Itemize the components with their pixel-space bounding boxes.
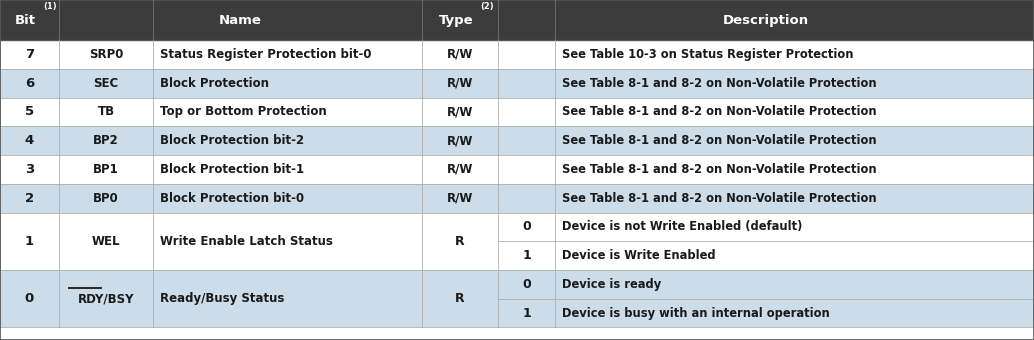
Text: Device is busy with an internal operation: Device is busy with an internal operatio… [562, 307, 830, 320]
Text: R/W: R/W [447, 105, 474, 118]
Text: BP0: BP0 [93, 192, 119, 205]
Text: BP1: BP1 [93, 163, 119, 176]
Text: Block Protection: Block Protection [160, 77, 269, 90]
Text: Bit: Bit [14, 14, 36, 27]
Text: See Table 10-3 on Status Register Protection: See Table 10-3 on Status Register Protec… [562, 48, 854, 61]
Text: R/W: R/W [447, 163, 474, 176]
Text: R/W: R/W [447, 48, 474, 61]
Text: 4: 4 [25, 134, 34, 147]
Text: SEC: SEC [93, 77, 119, 90]
Bar [0, 270, 1034, 327]
Text: TB: TB [97, 105, 115, 118]
Text: (2): (2) [480, 2, 494, 11]
Text: (1): (1) [43, 2, 57, 11]
Text: 2: 2 [25, 192, 34, 205]
Text: Device is Write Enabled: Device is Write Enabled [562, 249, 717, 262]
Text: 7: 7 [25, 48, 34, 61]
Text: WEL: WEL [92, 235, 120, 248]
Bar [0, 0, 1034, 40]
Text: 0: 0 [522, 220, 531, 233]
Text: Top or Bottom Protection: Top or Bottom Protection [160, 105, 327, 118]
Text: 1: 1 [522, 307, 531, 320]
Text: RDY/BSY: RDY/BSY [78, 292, 134, 305]
Text: 6: 6 [25, 77, 34, 90]
Text: Block Protection bit-1: Block Protection bit-1 [160, 163, 304, 176]
Text: R: R [455, 292, 465, 305]
Text: Block Protection bit-0: Block Protection bit-0 [160, 192, 304, 205]
Text: 1: 1 [522, 249, 531, 262]
Text: See Table 8-1 and 8-2 on Non-Volatile Protection: See Table 8-1 and 8-2 on Non-Volatile Pr… [562, 134, 877, 147]
Text: 3: 3 [25, 163, 34, 176]
Text: Type: Type [438, 14, 474, 27]
Text: SRP0: SRP0 [89, 48, 123, 61]
Text: Device is not Write Enabled (default): Device is not Write Enabled (default) [562, 220, 802, 233]
Text: Device is ready: Device is ready [562, 278, 662, 291]
Text: 5: 5 [25, 105, 34, 118]
Text: R: R [455, 235, 465, 248]
Text: 1: 1 [25, 235, 34, 248]
Text: R/W: R/W [447, 134, 474, 147]
Text: See Table 8-1 and 8-2 on Non-Volatile Protection: See Table 8-1 and 8-2 on Non-Volatile Pr… [562, 163, 877, 176]
Text: 0: 0 [522, 278, 531, 291]
Text: R/W: R/W [447, 192, 474, 205]
Text: Name: Name [219, 14, 262, 27]
Bar [0, 155, 1034, 184]
Text: Description: Description [723, 14, 810, 27]
Bar [0, 212, 1034, 270]
Bar [0, 126, 1034, 155]
Text: Ready/Busy Status: Ready/Busy Status [160, 292, 284, 305]
Bar [0, 40, 1034, 69]
Text: 0: 0 [25, 292, 34, 305]
Text: See Table 8-1 and 8-2 on Non-Volatile Protection: See Table 8-1 and 8-2 on Non-Volatile Pr… [562, 105, 877, 118]
Text: BP2: BP2 [93, 134, 119, 147]
Bar [0, 184, 1034, 212]
Bar [0, 98, 1034, 126]
Text: Status Register Protection bit-0: Status Register Protection bit-0 [160, 48, 372, 61]
Text: Block Protection bit-2: Block Protection bit-2 [160, 134, 304, 147]
Text: See Table 8-1 and 8-2 on Non-Volatile Protection: See Table 8-1 and 8-2 on Non-Volatile Pr… [562, 192, 877, 205]
Text: R/W: R/W [447, 77, 474, 90]
Text: Write Enable Latch Status: Write Enable Latch Status [160, 235, 333, 248]
Bar [0, 69, 1034, 98]
Text: See Table 8-1 and 8-2 on Non-Volatile Protection: See Table 8-1 and 8-2 on Non-Volatile Pr… [562, 77, 877, 90]
